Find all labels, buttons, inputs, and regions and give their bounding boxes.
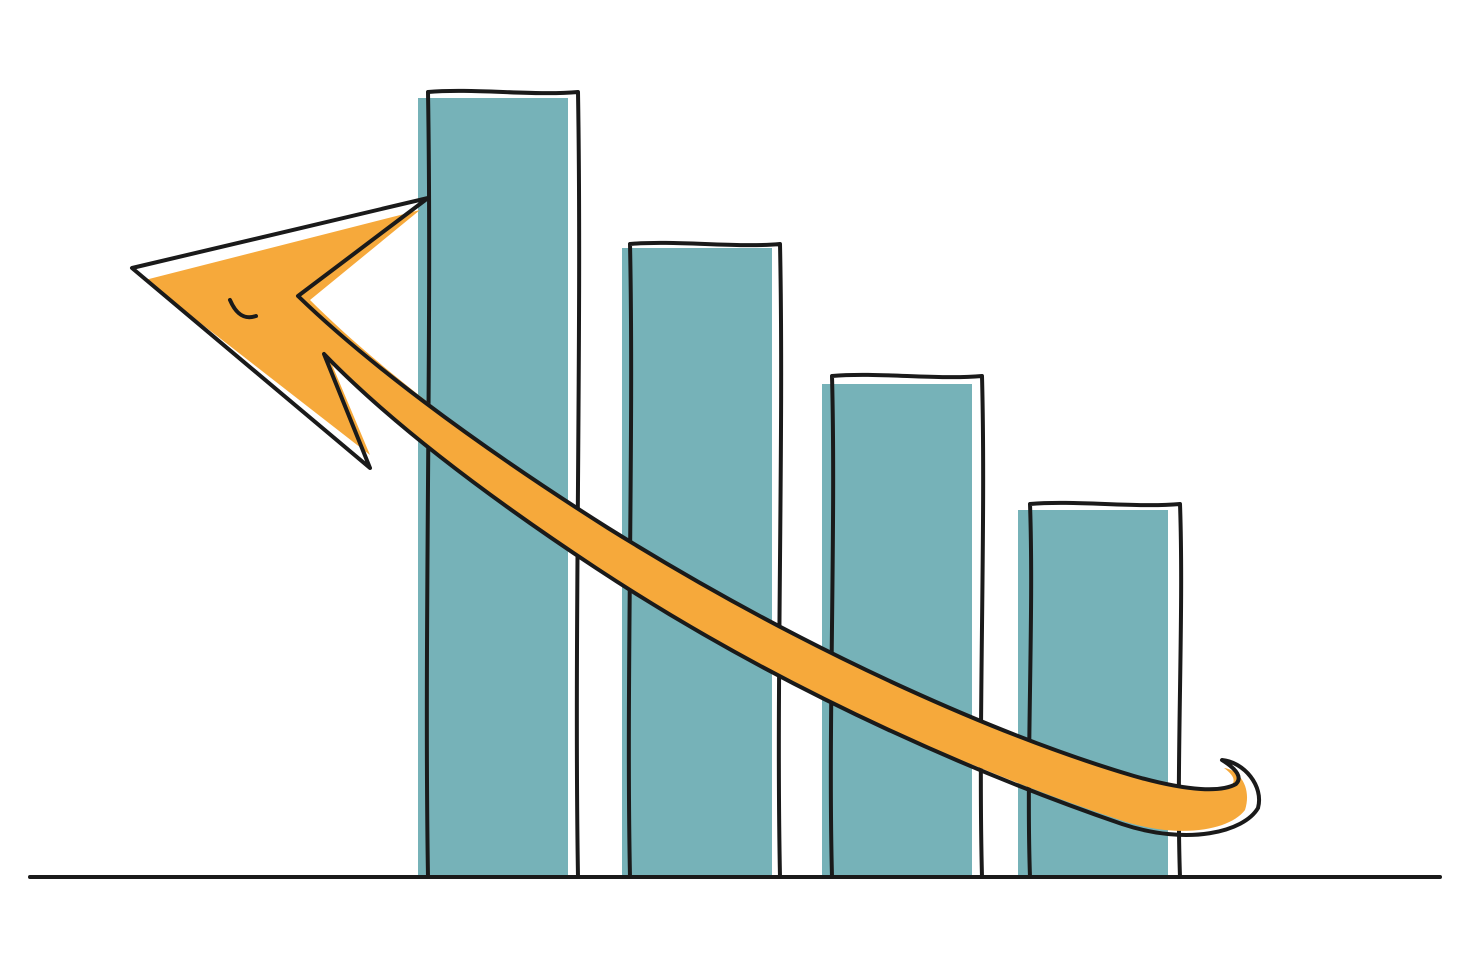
bar-fill-3 [822,384,972,877]
growth-chart-illustration [0,0,1470,980]
